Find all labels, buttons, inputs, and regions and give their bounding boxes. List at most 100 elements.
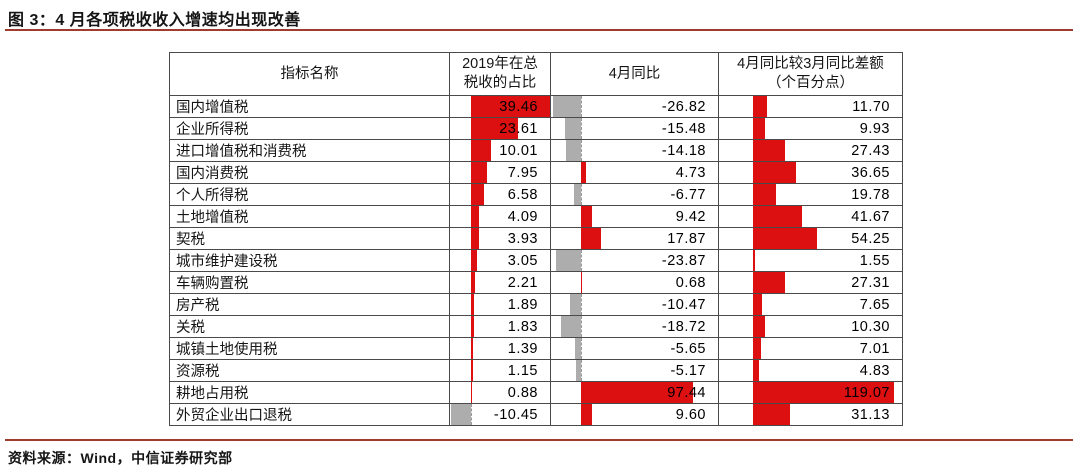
indicator-name: 个人所得税	[169, 183, 450, 206]
diff-vs-march-value: 4.83	[859, 363, 890, 379]
negative-data-bar	[561, 316, 581, 337]
table-row: 耕地占用税 0.88 97.44 119.07	[169, 381, 903, 404]
diff-vs-march-cell: 54.25	[718, 227, 903, 250]
title-divider-line	[5, 29, 1073, 31]
negative-data-bar	[450, 404, 471, 425]
share-2019-cell: 1.39	[449, 337, 551, 360]
april-yoy-cell: -15.48	[550, 117, 719, 140]
share-2019-cell: 1.89	[449, 293, 551, 316]
bar-axis-line	[580, 316, 582, 337]
source-divider-line	[5, 439, 1073, 441]
share-2019-value: 10.01	[499, 143, 538, 159]
share-2019-cell: 39.46	[449, 95, 551, 118]
april-yoy-value: 9.42	[675, 209, 706, 225]
indicator-name: 契税	[169, 227, 450, 250]
share-2019-value: 1.89	[507, 297, 538, 313]
diff-vs-march-cell: 41.67	[718, 205, 903, 228]
positive-data-bar	[470, 338, 474, 359]
april-yoy-value: -18.72	[661, 319, 706, 335]
indicator-name: 进口增值税和消费税	[169, 139, 450, 162]
april-yoy-value: -5.17	[670, 363, 706, 379]
bar-axis-line	[580, 184, 582, 205]
share-2019-value: 3.93	[507, 231, 538, 247]
bar-axis-line	[580, 140, 582, 161]
share-2019-value: -10.45	[493, 407, 538, 423]
table-row: 关税 1.83 -18.72 10.30	[169, 315, 903, 338]
share-2019-value: 23.61	[499, 121, 538, 137]
indicator-name: 外贸企业出口退税	[169, 403, 450, 426]
positive-data-bar	[470, 228, 479, 249]
positive-data-bar	[470, 118, 518, 139]
april-yoy-cell: 9.42	[550, 205, 719, 228]
share-2019-cell: 0.88	[449, 381, 551, 404]
table-row: 土地增值税 4.09 9.42 41.67	[169, 205, 903, 228]
source-note: 资料来源：Wind，中信证券研究部	[8, 450, 233, 466]
table-row: 资源税 1.15 -5.17 4.83	[169, 359, 903, 382]
diff-vs-march-cell: 1.55	[718, 249, 903, 272]
april-yoy-value: -26.82	[661, 99, 706, 115]
table-row: 国内消费税 7.95 4.73 36.65	[169, 161, 903, 184]
positive-data-bar	[752, 206, 803, 227]
april-yoy-value: 97.44	[667, 385, 706, 401]
diff-vs-march-cell: 11.70	[718, 95, 903, 118]
positive-data-bar	[470, 96, 550, 117]
april-yoy-value: 4.73	[675, 165, 706, 181]
col-header-indicator-name: 指标名称	[169, 52, 450, 96]
april-yoy-value: 17.87	[667, 231, 706, 247]
april-yoy-value: -14.18	[661, 143, 706, 159]
april-yoy-cell: -5.65	[550, 337, 719, 360]
table-row: 城镇土地使用税 1.39 -5.65 7.01	[169, 337, 903, 360]
positive-data-bar	[580, 206, 592, 227]
positive-data-bar	[752, 404, 790, 425]
table-row: 国内增值税 39.46 -26.82 11.70	[169, 95, 903, 118]
positive-data-bar	[470, 294, 475, 315]
positive-data-bar	[752, 162, 797, 183]
indicator-name: 土地增值税	[169, 205, 450, 228]
diff-vs-march-value: 119.07	[843, 385, 890, 401]
table-row: 进口增值税和消费税 10.01 -14.18 27.43	[169, 139, 903, 162]
positive-data-bar	[580, 382, 694, 403]
diff-vs-march-value: 9.93	[859, 121, 890, 137]
share-2019-value: 3.05	[507, 253, 538, 269]
positive-data-bar	[752, 228, 818, 249]
negative-data-bar	[553, 96, 581, 117]
positive-data-bar	[580, 272, 583, 293]
bar-axis-line	[580, 294, 582, 315]
table-row: 外贸企业出口退税 -10.45 9.60 31.13	[169, 403, 903, 426]
diff-vs-march-value: 7.01	[859, 341, 890, 357]
indicator-name: 资源税	[169, 359, 450, 382]
share-2019-value: 1.39	[507, 341, 538, 357]
bar-axis-line	[580, 250, 582, 271]
bar-axis-line	[580, 338, 582, 359]
april-yoy-cell: -23.87	[550, 249, 719, 272]
positive-data-bar	[752, 338, 762, 359]
share-2019-value: 4.09	[507, 209, 538, 225]
share-2019-cell: 2.21	[449, 271, 551, 294]
indicator-name: 城市维护建设税	[169, 249, 450, 272]
april-yoy-value: -15.48	[661, 121, 706, 137]
negative-data-bar	[573, 184, 581, 205]
diff-vs-march-value: 10.30	[851, 319, 890, 335]
april-yoy-cell: 0.68	[550, 271, 719, 294]
positive-data-bar	[470, 140, 491, 161]
indicator-name: 城镇土地使用税	[169, 337, 450, 360]
share-2019-cell: 3.93	[449, 227, 551, 250]
positive-data-bar	[752, 382, 895, 403]
diff-vs-march-value: 27.31	[851, 275, 890, 291]
diff-vs-march-cell: 19.78	[718, 183, 903, 206]
april-yoy-cell: 9.60	[550, 403, 719, 426]
indicator-name: 企业所得税	[169, 117, 450, 140]
share-2019-value: 6.58	[507, 187, 538, 203]
table-row: 房产税 1.89 -10.47 7.65	[169, 293, 903, 316]
table-row: 企业所得税 23.61 -15.48 9.93	[169, 117, 903, 140]
positive-data-bar	[752, 250, 755, 271]
table-row: 个人所得税 6.58 -6.77 19.78	[169, 183, 903, 206]
diff-vs-march-value: 1.55	[859, 253, 890, 269]
diff-vs-march-value: 11.70	[852, 99, 890, 115]
positive-data-bar	[752, 360, 759, 381]
diff-vs-march-cell: 10.30	[718, 315, 903, 338]
positive-data-bar	[470, 206, 479, 227]
indicator-name: 国内增值税	[169, 95, 450, 118]
share-2019-cell: 10.01	[449, 139, 551, 162]
col-header-april-yoy: 4月同比	[550, 52, 719, 96]
